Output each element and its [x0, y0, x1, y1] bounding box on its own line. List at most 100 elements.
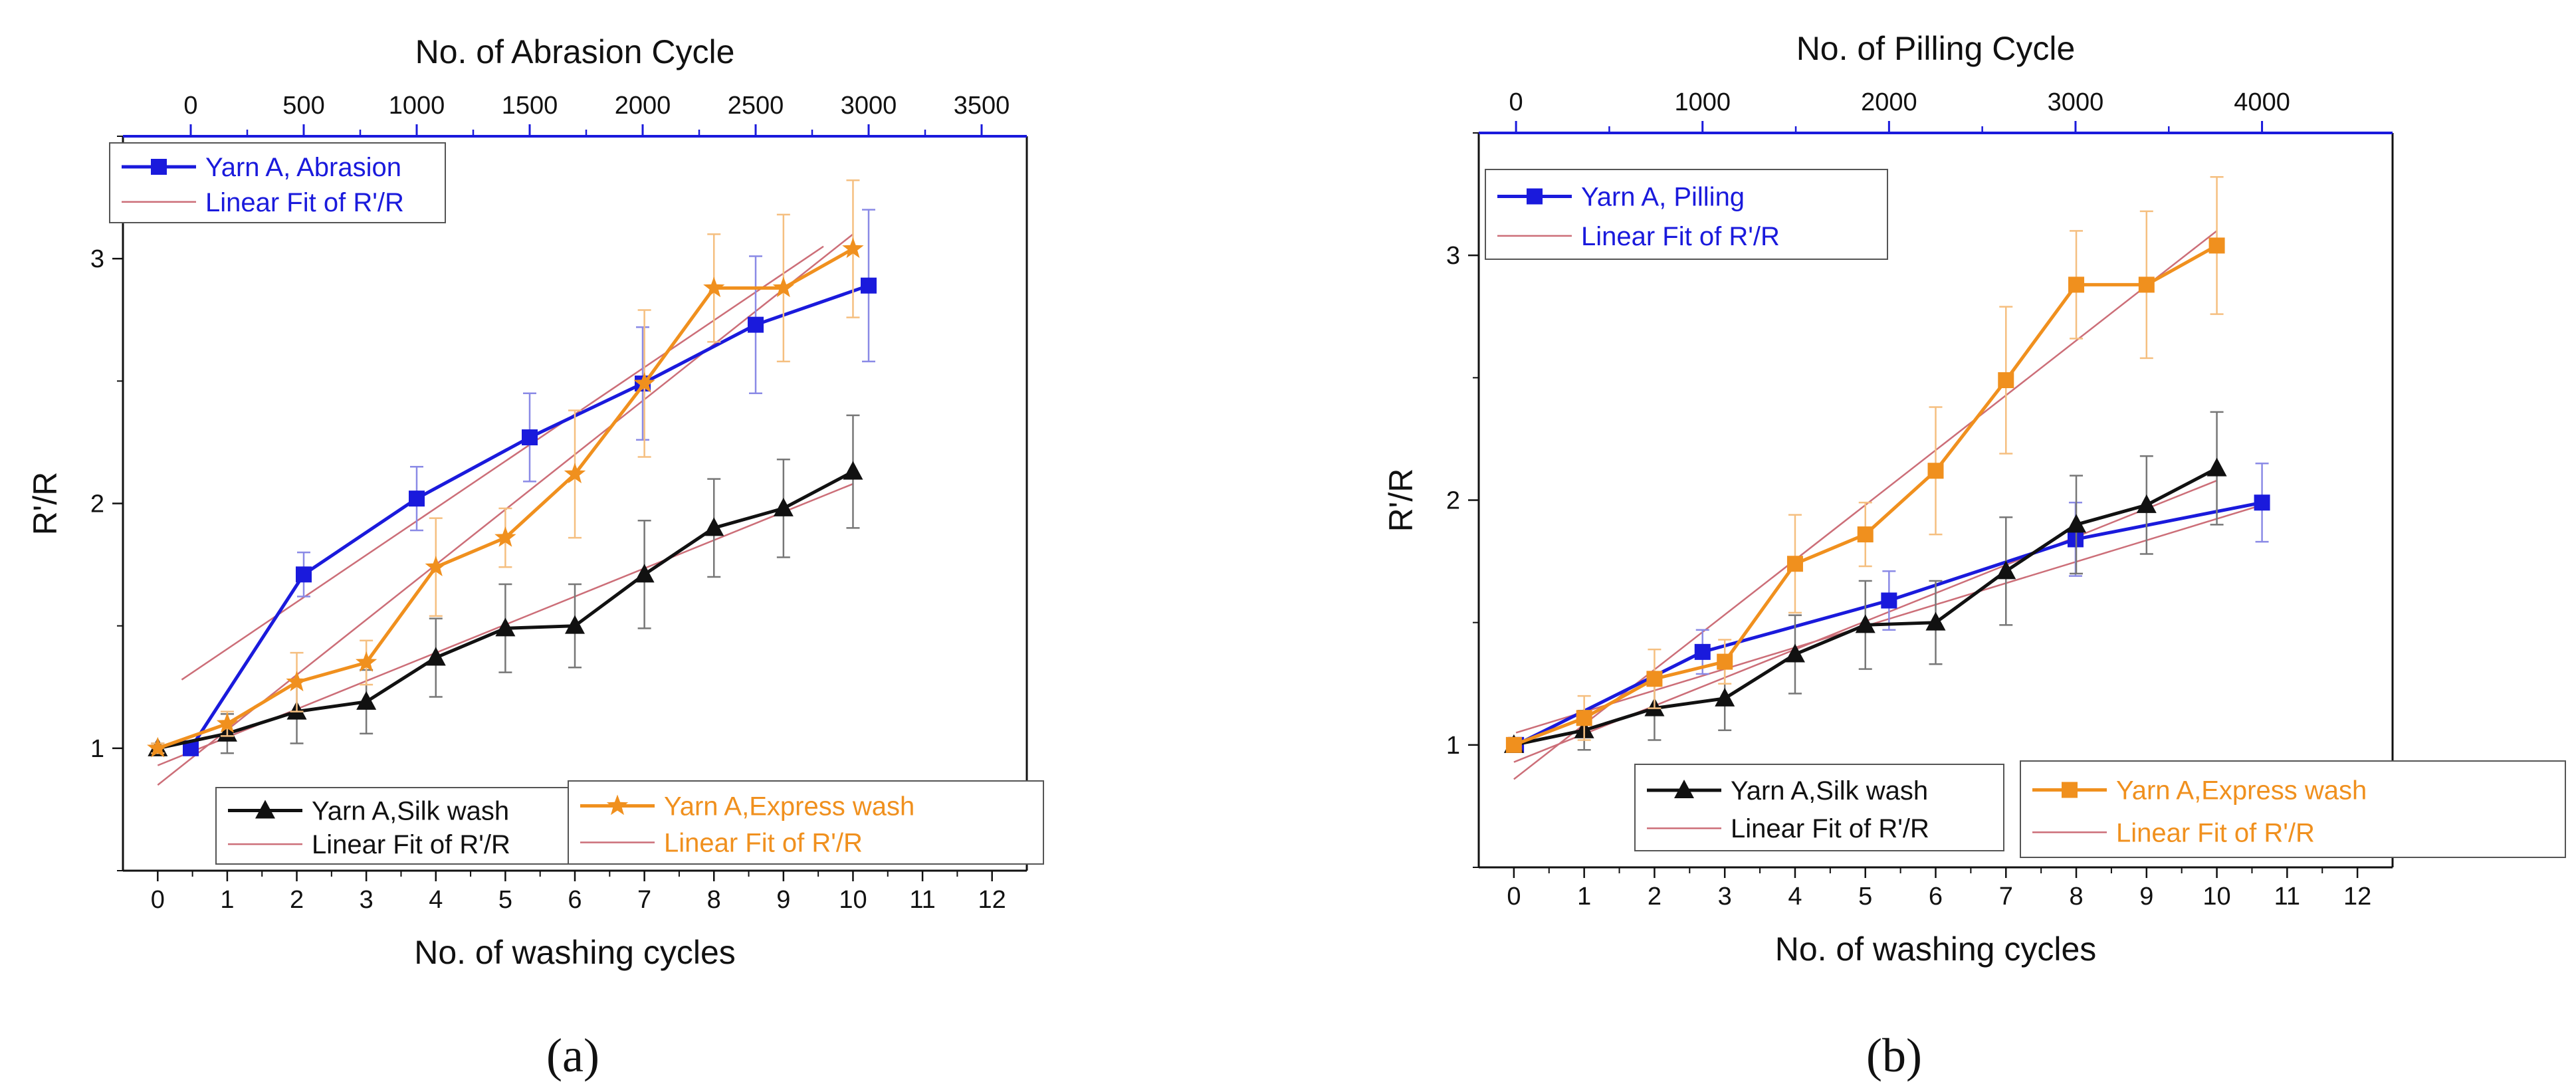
- legend-top-box: [1485, 169, 1888, 260]
- legend-bottom-left: Yarn A,Silk wash Linear Fit of R'/R: [215, 787, 572, 865]
- data-point: [286, 671, 308, 692]
- legend-label: Yarn A, Abrasion: [205, 153, 401, 182]
- data-point: [522, 429, 538, 446]
- data-point: [2066, 514, 2087, 533]
- data-point: [2206, 457, 2227, 477]
- panel-b-chart: 0 1 2 3 4 5 6 7 8 9 10 11 120 1000 2000 3000 4000123No. …: [1382, 30, 2566, 968]
- data-point: [704, 517, 724, 536]
- data-point: [2068, 276, 2085, 293]
- data-point: [1786, 556, 1803, 572]
- data-point: [2254, 494, 2270, 511]
- data-point: [2208, 237, 2225, 254]
- legend-marker: [151, 159, 167, 175]
- top-tick-label: 0: [183, 92, 197, 120]
- x-tick-label: 0: [1507, 883, 1521, 911]
- legend-marker: [606, 794, 629, 816]
- legend-bottom-left-box: [215, 787, 572, 865]
- legend-label: Linear Fit of R'/R: [1731, 814, 1929, 843]
- top-tick-label: 1000: [389, 92, 445, 120]
- y-tick-label: 2: [90, 490, 104, 518]
- x-tick-label: 1: [1577, 883, 1591, 911]
- data-point: [1784, 643, 1805, 663]
- legend-bottom-right-box: [568, 780, 1044, 865]
- data-point: [564, 463, 586, 484]
- x-tick-label: 11: [909, 886, 935, 914]
- top-tick-label: 3500: [954, 92, 1010, 120]
- data-point: [147, 736, 169, 758]
- legend-marker: [1527, 188, 1543, 205]
- x-tick-label: 5: [1858, 883, 1872, 911]
- data-point: [1715, 687, 1735, 707]
- x-tick-label: 4: [429, 886, 443, 914]
- data-point: [1694, 643, 1711, 660]
- data-point: [772, 276, 794, 298]
- x-tick-label: 3: [360, 886, 374, 914]
- x-axis-title: No. of washing cycles: [414, 934, 736, 971]
- panel-b-label: (b): [1866, 1029, 1922, 1082]
- x-tick-label: 2: [290, 886, 304, 914]
- data-point: [2138, 276, 2155, 293]
- data-point: [565, 615, 585, 634]
- legend-top: Yarn A, Abrasion Linear Fit of R'/R: [109, 142, 446, 223]
- data-point: [1646, 671, 1663, 687]
- top-axis-title: No. of Pilling Cycle: [1796, 30, 2076, 67]
- top-tick-label: 2000: [1861, 88, 1917, 116]
- x-tick-label: 1: [220, 886, 234, 914]
- data-point: [1505, 736, 1522, 753]
- y-tick-group: 1 2 3: [90, 136, 123, 871]
- data-point: [1717, 653, 1733, 670]
- data-point: [1857, 526, 1874, 543]
- y-axis-title: R'/R: [27, 472, 64, 536]
- data-point: [1576, 710, 1592, 726]
- legend-label: Linear Fit of R'/R: [312, 830, 510, 859]
- data-point: [861, 277, 877, 294]
- data-point: [1998, 372, 2014, 389]
- top-tick-label: 2000: [615, 92, 671, 120]
- legend-bottom-right: Yarn A,Express wash Linear Fit of R'/R: [568, 780, 1044, 865]
- top-tick-label: 3000: [841, 92, 897, 120]
- legend-label: Yarn A,Express wash: [664, 792, 914, 821]
- data-point: [1996, 560, 2016, 580]
- x-tick-label: 0: [151, 886, 165, 914]
- series-orange: [147, 179, 864, 758]
- data-point: [356, 691, 377, 710]
- y-tick-label: 1: [1446, 732, 1460, 760]
- linear-fit-line: [181, 245, 824, 681]
- data-point: [216, 712, 239, 733]
- data-point: [494, 526, 516, 547]
- top-tick-group: 0 1000 2000 3000 4000: [1509, 88, 2290, 133]
- legend-bottom-right: Yarn A,Express wash Linear Fit of R'/R: [2020, 760, 2566, 858]
- legend-label: Yarn A,Silk wash: [1731, 776, 1928, 806]
- data-point: [842, 237, 864, 259]
- y-tick-label: 3: [1446, 242, 1460, 270]
- series-line: [1513, 244, 2218, 747]
- legend-top-box: [109, 142, 446, 223]
- series-blue: [183, 209, 877, 756]
- x-tick-group: 0 1 2 3 4 5 6 7 8 9 10 11 12: [151, 871, 1006, 914]
- y-tick-label: 2: [1446, 487, 1460, 515]
- data-point: [2136, 494, 2157, 513]
- legend-label: Yarn A,Express wash: [2116, 776, 2367, 806]
- legend-label: Linear Fit of R'/R: [2116, 818, 2315, 847]
- x-tick-label: 5: [498, 886, 512, 914]
- x-tick-label: 6: [568, 886, 582, 914]
- legend-label: Yarn A, Pilling: [1581, 183, 1745, 212]
- data-point: [703, 276, 725, 298]
- x-tick-group: 0 1 2 3 4 5 6 7 8 9 10 11 12: [1507, 867, 2371, 911]
- data-point: [633, 372, 655, 393]
- series-black: [148, 414, 863, 756]
- y-axis-title: R'/R: [1382, 469, 1420, 532]
- x-tick-label: 12: [2343, 883, 2371, 911]
- data-point: [1881, 592, 1897, 609]
- y-tick-group: 1 2 3: [1446, 132, 1479, 868]
- y-tick-label: 3: [90, 245, 104, 273]
- series-orange: [1505, 176, 2225, 753]
- legend-bottom-right-box: [2020, 760, 2566, 858]
- x-tick-label: 12: [978, 886, 1006, 914]
- legend-label: Linear Fit of R'/R: [1581, 222, 1780, 251]
- series-blue: [1508, 463, 2270, 753]
- legend-marker: [255, 800, 275, 819]
- x-tick-label: 7: [1999, 883, 2013, 911]
- top-axis-title: No. of Abrasion Cycle: [415, 33, 735, 70]
